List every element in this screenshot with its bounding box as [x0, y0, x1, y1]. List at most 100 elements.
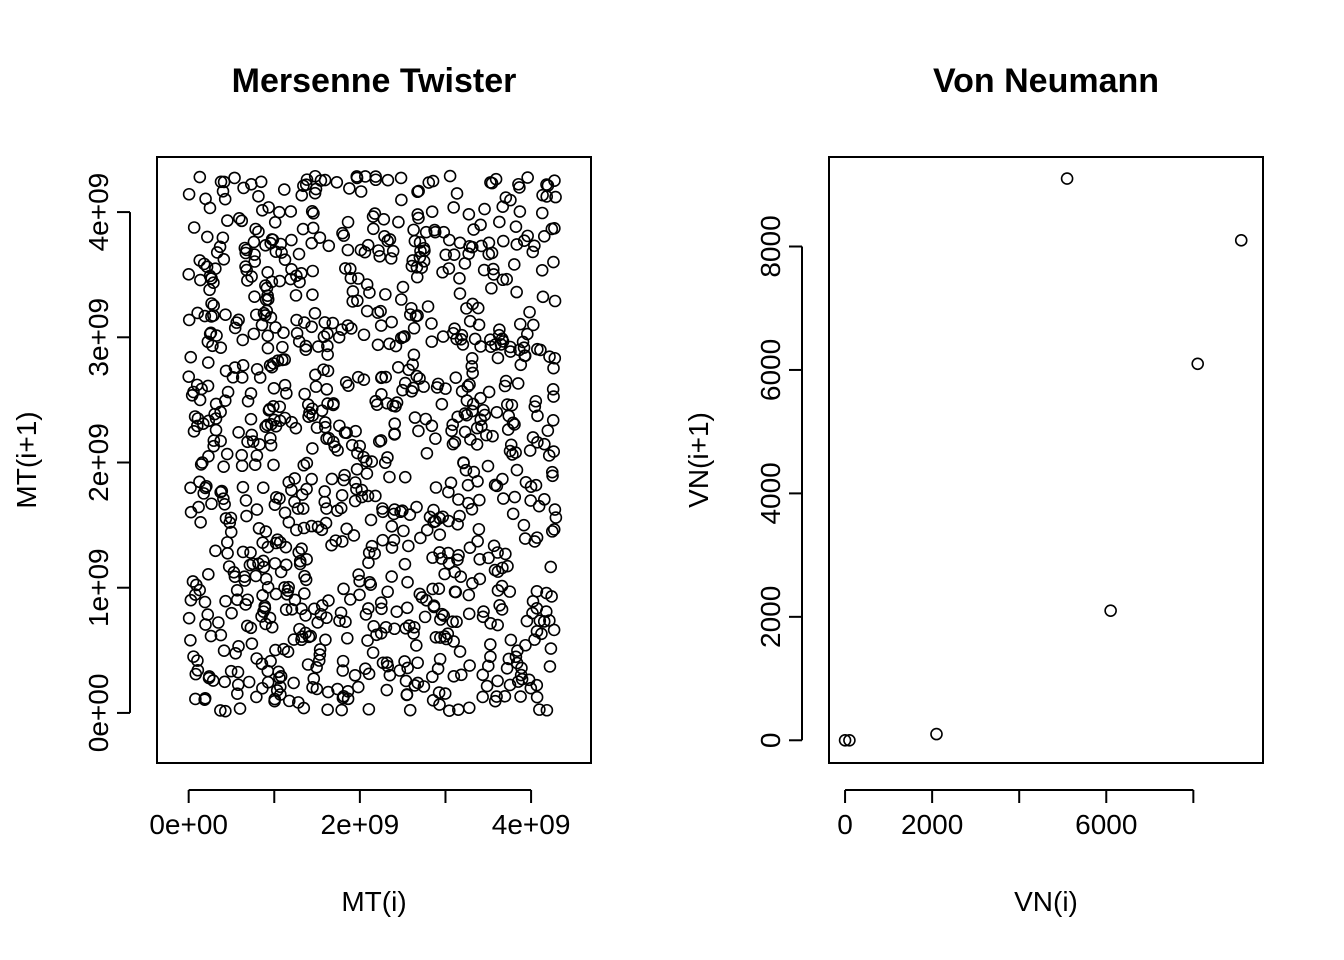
mt-data-point [321, 327, 334, 341]
mt-data-point [513, 205, 527, 218]
mt-data-point [407, 321, 421, 335]
mt-data-point [540, 703, 554, 717]
mt-data-point [537, 230, 551, 243]
mt-data-point [306, 442, 319, 455]
mt-data-point [307, 207, 320, 220]
mt-data-point [417, 680, 431, 693]
mt-data-point [370, 628, 383, 642]
mt-data-point [543, 350, 556, 363]
mt-data-point [202, 449, 215, 463]
mt-data-point [529, 478, 543, 492]
mt-data-point [341, 685, 355, 698]
mt-data-point [450, 187, 464, 200]
mt-data-point [256, 554, 270, 568]
mt-data-point [214, 175, 228, 189]
mt-data-point [503, 340, 517, 354]
mt-data-point [359, 662, 372, 675]
mt-data-point [350, 462, 364, 476]
mt-data-point [374, 319, 388, 332]
mt-data-point [252, 190, 265, 203]
mt-data-point [293, 554, 307, 568]
mt-data-point [196, 417, 210, 431]
mt-data-point [541, 424, 555, 437]
mt-data-point [421, 300, 435, 313]
mt-data-point [239, 598, 252, 611]
mt-data-point [198, 309, 212, 323]
mt-points [182, 169, 563, 718]
mt-data-point [450, 615, 463, 629]
mt-data-point [346, 285, 360, 298]
mt-data-point [373, 250, 387, 263]
mt-data-point [231, 678, 245, 692]
mt-data-point [300, 173, 314, 186]
mt-data-point [389, 339, 403, 353]
mt-data-point [379, 370, 392, 384]
mt-data-point [493, 323, 506, 336]
mt-data-point [353, 574, 366, 588]
mt-data-point [306, 221, 320, 235]
mt-data-point [548, 294, 562, 308]
mt-data-point [395, 193, 408, 207]
mt-data-point [440, 632, 453, 646]
mt-data-point [321, 397, 334, 410]
mt-data-point [412, 424, 425, 438]
mt-data-point [348, 476, 362, 489]
mt-data-point [310, 661, 323, 674]
mt-data-point [214, 628, 228, 642]
mt-data-point [419, 412, 433, 426]
mt-data-point [235, 448, 248, 462]
mt-data-point [465, 351, 479, 365]
mt-data-point [406, 358, 419, 371]
mt-data-point [477, 605, 490, 618]
mt-data-point [353, 439, 367, 453]
mt-data-point [501, 559, 514, 573]
mt-data-point [476, 610, 490, 624]
mt-data-point [518, 532, 532, 545]
mt-data-point [362, 702, 376, 716]
mt-data-point [474, 413, 488, 427]
mt-data-point [267, 399, 280, 413]
mt-data-point [392, 215, 405, 229]
mt-data-point [381, 585, 394, 599]
mt-data-point [465, 404, 479, 418]
mt-data-point [285, 415, 298, 429]
mt-data-point [547, 255, 560, 269]
mt-data-point [480, 679, 494, 693]
mt-data-point [223, 516, 237, 529]
mt-data-point [500, 662, 514, 675]
mt-data-point [436, 330, 450, 343]
mt-data-point [266, 233, 280, 247]
mt-data-point [411, 208, 425, 221]
mt-data-point [295, 189, 309, 202]
mt-data-point [397, 524, 410, 538]
mt-data-point [214, 341, 228, 354]
mt-data-point [367, 620, 381, 633]
mt-data-point [438, 687, 452, 700]
mt-data-point [290, 523, 303, 537]
mt-data-point [375, 388, 388, 401]
mt-data-point [410, 369, 424, 383]
mt-data-point [465, 360, 479, 373]
mt-data-point [434, 631, 447, 644]
mt-data-point [376, 533, 389, 547]
mt-data-point [447, 670, 461, 683]
mt-data-point [259, 420, 272, 433]
mt-data-point [310, 682, 324, 696]
mt-data-point [366, 210, 380, 223]
mt-data-point [217, 644, 231, 658]
mt-data-point [229, 646, 242, 660]
mt-data-point [463, 239, 476, 253]
mt-data-point [241, 435, 254, 449]
mt-data-point [384, 252, 398, 265]
mt-data-point [335, 535, 349, 548]
mt-data-point [534, 343, 547, 357]
mt-data-point [487, 539, 501, 553]
mt-data-point [506, 507, 520, 521]
mt-data-point [287, 676, 300, 690]
mt-data-point [191, 306, 204, 320]
mt-data-point [280, 387, 293, 400]
mt-data-point [540, 586, 553, 600]
mt-data-point [425, 335, 439, 348]
mt-data-point [461, 496, 475, 510]
mt-data-point [476, 668, 490, 682]
